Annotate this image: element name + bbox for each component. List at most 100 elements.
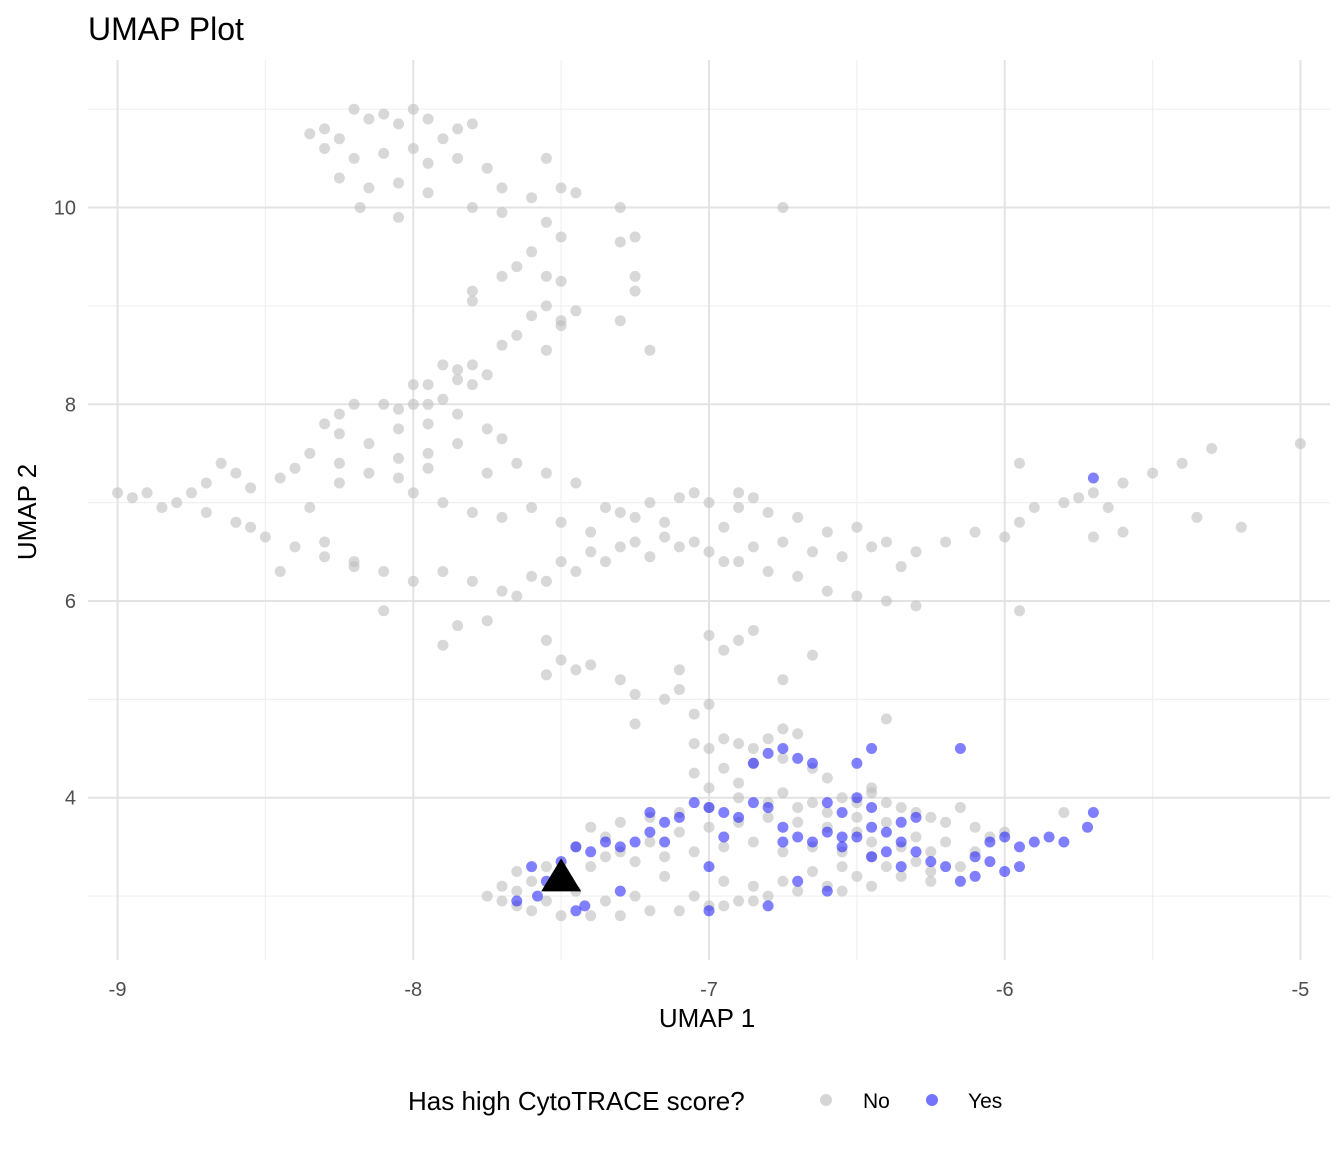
data-point-no (747, 743, 759, 754)
data-point-no (777, 752, 789, 764)
data-point-no (940, 836, 952, 848)
data-point-no (733, 634, 745, 646)
data-point-no (319, 143, 331, 154)
data-point-no (718, 556, 730, 568)
data-point-no (437, 393, 449, 405)
data-point-no (378, 398, 390, 410)
data-point-yes (644, 826, 656, 838)
data-point-no (570, 305, 582, 317)
data-point-yes (511, 895, 523, 907)
data-point-no (585, 659, 597, 671)
data-point-no (481, 423, 493, 435)
data-point-no (688, 846, 700, 858)
data-point-no (792, 802, 804, 813)
data-point-yes (688, 797, 700, 809)
data-point-no (511, 457, 523, 469)
data-point-yes (1087, 472, 1099, 484)
data-point-no (614, 202, 626, 213)
data-point-no (807, 797, 818, 809)
data-point-no (614, 816, 626, 828)
data-point-no (407, 487, 419, 499)
data-point-no (629, 231, 641, 243)
data-point-no (629, 536, 641, 548)
data-point-yes (762, 900, 774, 912)
data-point-no (910, 546, 922, 558)
data-point-no (747, 895, 759, 907)
data-point-no (540, 634, 552, 646)
data-point-no (466, 575, 478, 587)
data-point-yes (821, 797, 833, 809)
data-point-no (629, 270, 641, 282)
data-point-no (1014, 605, 1025, 617)
data-point-no (851, 590, 863, 602)
data-point-no (718, 762, 730, 774)
data-point-no (747, 625, 759, 636)
data-point-no (1058, 497, 1070, 509)
x-tick-label: -6 (996, 979, 1014, 1001)
data-point-no (762, 890, 774, 902)
data-point-no (363, 113, 375, 125)
data-point-no (866, 880, 878, 892)
data-point-no (851, 811, 863, 823)
data-point-no (673, 905, 685, 917)
data-point-no (319, 123, 331, 135)
data-point-no (452, 152, 464, 164)
data-point-yes (999, 831, 1011, 843)
data-point-no (274, 566, 286, 577)
data-point-no (1147, 467, 1159, 479)
data-point-no (910, 831, 922, 843)
data-point-yes (733, 811, 745, 823)
data-point-no (954, 861, 966, 873)
data-point-no (895, 561, 907, 573)
data-point-no (940, 816, 952, 828)
data-point-no (496, 182, 508, 194)
data-point-yes (895, 836, 907, 848)
data-point-no (407, 398, 419, 410)
data-point-no (614, 674, 626, 686)
data-point-no (496, 585, 508, 597)
data-point-no (481, 890, 493, 902)
data-point-no (925, 846, 937, 858)
data-point-yes (673, 811, 685, 823)
data-point-no (747, 836, 759, 848)
data-point-yes (532, 890, 543, 902)
data-point-yes (851, 792, 863, 804)
data-point-yes (600, 836, 611, 848)
data-point-yes (895, 861, 907, 873)
data-point-no (333, 133, 345, 145)
data-point-no (466, 285, 478, 297)
data-point-no (422, 398, 434, 410)
data-point-no (393, 177, 404, 189)
data-point-no (614, 541, 626, 553)
data-point-yes (585, 846, 597, 858)
data-point-no (526, 502, 538, 513)
data-point-no (363, 467, 375, 479)
data-point-no (319, 418, 331, 430)
data-point-no (585, 821, 597, 833)
data-point-no (200, 507, 212, 518)
data-point-no (688, 738, 700, 750)
data-point-no (733, 792, 745, 804)
data-point-yes (866, 821, 878, 833)
data-point-no (747, 880, 759, 892)
data-point-no (393, 403, 404, 415)
data-point-no (496, 339, 508, 351)
data-point-no (777, 787, 789, 799)
data-point-no (644, 497, 656, 509)
data-point-no (703, 546, 715, 558)
y-tick-label: 8 (65, 394, 76, 416)
data-point-yes (836, 807, 848, 818)
data-point-yes (821, 885, 833, 897)
data-point-no (1176, 457, 1188, 469)
data-point-yes (792, 875, 804, 887)
data-point-no (348, 556, 360, 568)
data-point-no (673, 826, 685, 838)
data-point-no (363, 438, 375, 450)
data-point-no (880, 536, 892, 548)
data-point-yes (880, 826, 892, 838)
data-point-no (354, 202, 366, 213)
data-point-no (644, 344, 656, 356)
data-point-yes (570, 841, 582, 853)
data-point-no (112, 487, 124, 499)
data-point-no (452, 408, 464, 420)
